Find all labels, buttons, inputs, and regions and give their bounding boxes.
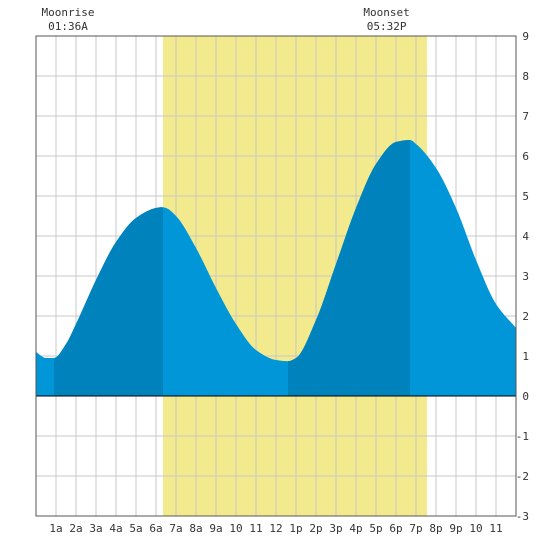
y-tick-label: 6 — [522, 150, 529, 163]
x-tick-label: 11 — [249, 522, 262, 535]
y-tick-label: -2 — [516, 470, 529, 483]
moon-event-time: 05:32P — [367, 20, 407, 33]
y-tick-label: 4 — [522, 230, 529, 243]
x-tick-label: 12 — [269, 522, 282, 535]
x-tick-label: 7p — [409, 522, 422, 535]
y-tick-label: 0 — [522, 390, 529, 403]
y-tick-label: 3 — [522, 270, 529, 283]
x-axis-ticks: 1a 2a 3a 4a 5a 6a 7a 8a 9a 10 11 12 1p 2p 3p 4p 5p 6p 7p 8p… — [49, 522, 502, 535]
y-axis-ticks: -3 -2 -1 0 1 2 3 4 5 6 7 8 9 — [516, 30, 530, 523]
y-tick-label: -1 — [516, 430, 529, 443]
y-tick-label: 8 — [522, 70, 529, 83]
x-tick-label: 7a — [169, 522, 182, 535]
x-tick-label: 11 — [489, 522, 502, 535]
x-tick-label: 1a — [49, 522, 62, 535]
y-tick-label: -3 — [516, 510, 529, 523]
tide-area-rising — [288, 140, 410, 396]
x-tick-label: 9p — [449, 522, 462, 535]
x-tick-label: 6a — [149, 522, 162, 535]
x-tick-label: 5a — [129, 522, 142, 535]
x-tick-label: 3a — [89, 522, 102, 535]
y-tick-label: 2 — [522, 310, 529, 323]
x-tick-label: 2a — [69, 522, 82, 535]
x-tick-label: 5p — [369, 522, 382, 535]
x-tick-label: 1p — [289, 522, 302, 535]
moon-event-time: 01:36A — [48, 20, 88, 33]
x-tick-label: 10 — [469, 522, 482, 535]
y-tick-label: 7 — [522, 110, 529, 123]
x-tick-label: 3p — [329, 522, 342, 535]
x-tick-label: 10 — [229, 522, 242, 535]
tide-area-rising — [54, 207, 163, 396]
moon-event-label: Moonset — [363, 6, 409, 19]
x-tick-label: 4a — [109, 522, 122, 535]
moon-event-label: Moonrise — [42, 6, 95, 19]
plot-frame — [35, 35, 517, 517]
tide-area — [36, 140, 516, 396]
y-tick-label: 1 — [522, 350, 529, 363]
y-tick-label: 5 — [522, 190, 529, 203]
y-tick-label: 9 — [522, 30, 529, 43]
x-tick-label: 4p — [349, 522, 362, 535]
x-tick-label: 6p — [389, 522, 402, 535]
x-tick-label: 8p — [429, 522, 442, 535]
x-tick-label: 8a — [189, 522, 202, 535]
plot-border — [35, 35, 517, 517]
x-tick-label: 2p — [309, 522, 322, 535]
x-tick-label: 9a — [209, 522, 222, 535]
